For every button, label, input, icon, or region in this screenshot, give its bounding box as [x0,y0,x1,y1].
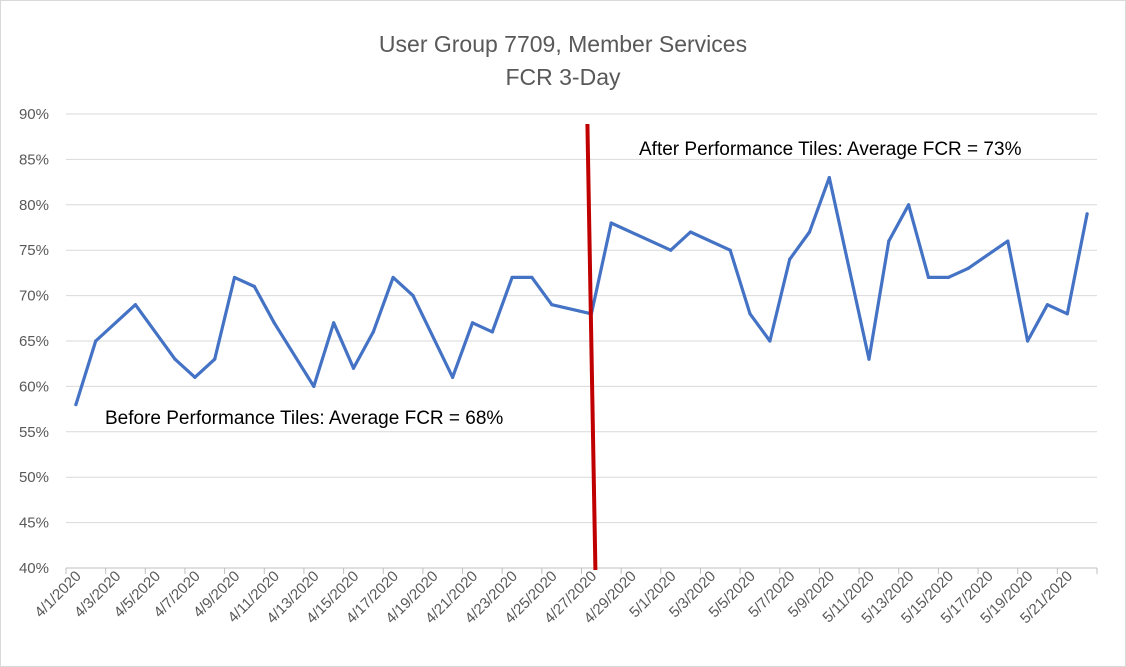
gridlines [66,113,1097,569]
data-point [946,275,950,280]
y-tick-label: 50% [19,469,49,486]
data-point [1006,239,1010,243]
data-point [926,275,931,280]
data-point [470,321,475,325]
data-point [133,303,137,307]
annotation-before: Before Performance Tiles: Average FCR = … [105,408,503,429]
data-point [768,339,772,343]
data-point [351,366,356,370]
data-point [490,330,494,334]
data-point [213,357,217,361]
data-point [609,221,613,225]
data-point [788,257,792,261]
data-point [74,402,78,407]
data-point [1026,339,1030,343]
divider-line [585,123,598,571]
y-tick-label: 80% [19,197,49,214]
data-point [391,275,395,280]
data-point [252,284,256,289]
y-tick-label: 60% [19,378,49,395]
data-point [510,275,514,280]
y-tick-label: 90% [19,106,49,123]
data-point [451,375,455,379]
data-point [748,312,752,316]
data-point [411,294,415,298]
y-axis-ticks: 40% 45% 50% 55% 60% 65% 70% 75% 80% 85% 90% [19,106,49,577]
data-point [550,303,554,307]
y-tick-label: 85% [19,151,49,168]
data-point [1085,212,1089,216]
chart-subtitle: FCR 3-Day [505,64,621,90]
series-line [74,176,1089,407]
x-axis: 4/1/20204/3/20204/5/20204/7/20204/9/2020… [31,567,1098,627]
data-point [728,248,732,252]
y-tick-label: 45% [19,515,49,532]
before-after-divider [585,123,598,571]
data-point [94,339,98,343]
y-tick-label: 40% [19,560,49,577]
data-point [867,357,871,361]
data-point [907,203,911,207]
data-point [173,357,177,361]
data-point [272,321,276,325]
data-point [1045,303,1050,307]
y-tick-label: 70% [19,288,49,305]
data-point [887,239,891,243]
annotation-after: After Performance Tiles: Average FCR = 7… [639,139,1022,160]
data-point [966,266,970,270]
data-point [312,384,316,388]
data-point [332,321,336,325]
data-point [827,175,831,180]
data-point [1065,312,1069,316]
fcr-series [74,175,1089,407]
data-point [807,230,812,234]
data-point [232,275,237,280]
data-point [688,230,693,234]
data-point [669,248,673,252]
data-point [530,275,534,280]
y-tick-label: 55% [19,424,49,441]
y-tick-label: 65% [19,333,49,350]
y-tick-label: 75% [19,242,49,259]
chart-title: User Group 7709, Member Services [378,31,748,57]
data-point [193,375,197,379]
data-point [371,330,375,334]
